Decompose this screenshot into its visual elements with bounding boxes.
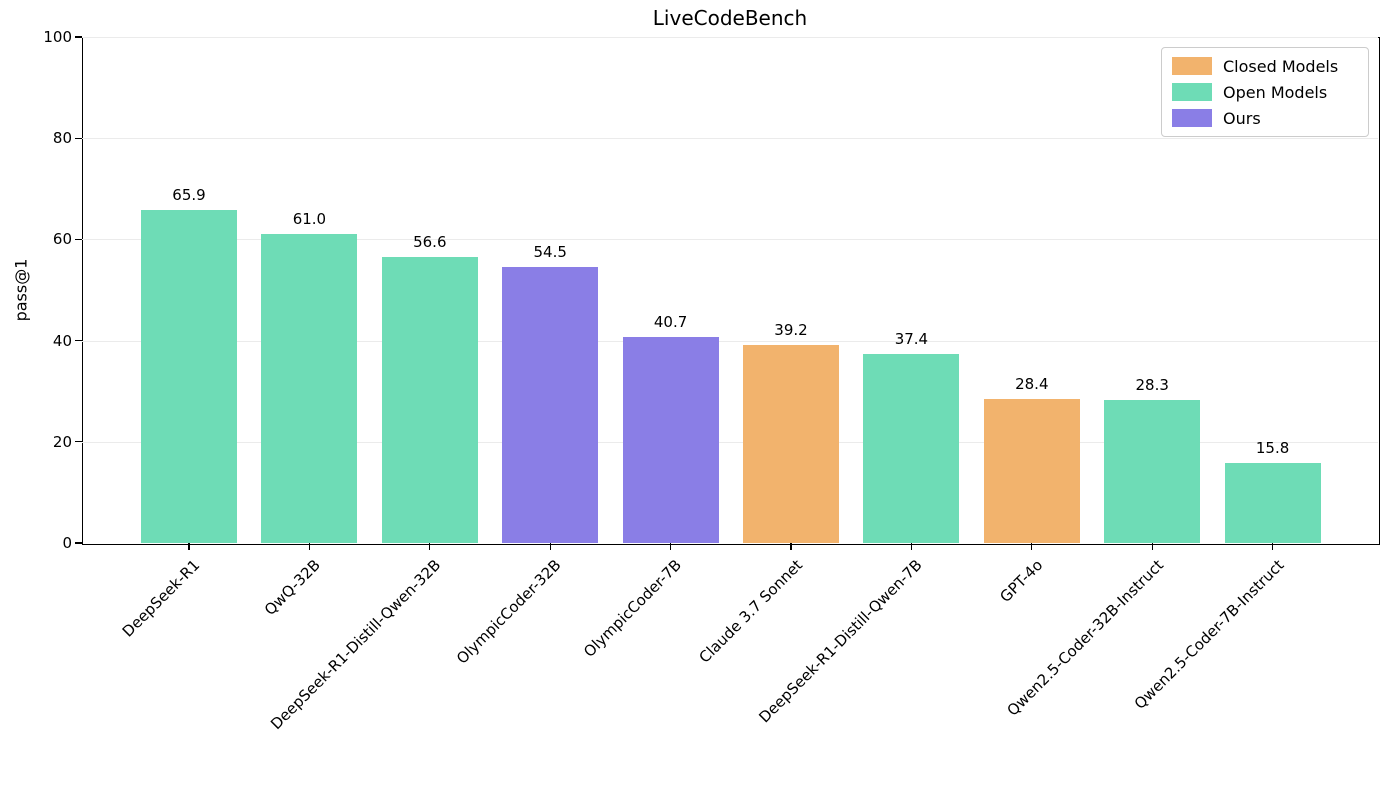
bar	[141, 209, 237, 543]
y-tick-mark	[75, 238, 82, 240]
bar-value-label: 54.5	[533, 243, 567, 262]
y-tick-mark	[75, 137, 82, 139]
x-tick-label: OlympicCoder-32B	[453, 556, 565, 668]
bar-value-label: 56.6	[413, 232, 447, 251]
bar	[983, 399, 1080, 543]
bar	[622, 337, 719, 543]
legend-entry: Ours	[1172, 109, 1358, 128]
bar-value-label: 15.8	[1255, 439, 1290, 458]
x-tick-label: Claude 3.7 Sonnet	[695, 556, 806, 667]
x-tick-label: QwQ-32B	[261, 556, 325, 619]
y-tick-mark	[75, 542, 82, 544]
bar	[863, 353, 960, 543]
bar	[381, 256, 478, 543]
gridline	[82, 138, 1378, 140]
legend-swatch-closed	[1172, 57, 1212, 75]
bar-value-label: 65.9	[172, 185, 206, 204]
x-tick-label: OlympicCoder-7B	[580, 556, 686, 661]
x-tick-label: GPT-4o	[996, 556, 1047, 606]
x-tick-mark	[910, 543, 912, 550]
bar	[261, 234, 358, 543]
x-tick-mark	[549, 543, 551, 550]
bar	[1224, 463, 1321, 543]
x-tick-mark	[308, 543, 310, 550]
y-tick-label: 80	[52, 129, 72, 148]
x-tick-mark	[1272, 543, 1274, 550]
legend-label: Open Models	[1223, 82, 1328, 102]
x-tick-mark	[1151, 543, 1153, 550]
x-tick-mark	[670, 543, 672, 550]
bar	[502, 267, 599, 543]
y-tick-label: 60	[52, 230, 72, 249]
y-tick-mark	[75, 36, 82, 38]
legend: Closed Models Open Models Ours	[1161, 47, 1369, 137]
legend-label: Closed Models	[1223, 56, 1339, 76]
x-tick-mark	[188, 543, 190, 550]
x-tick-mark	[790, 543, 792, 550]
legend-entry: Closed Models	[1172, 57, 1358, 76]
y-axis-label: pass@1	[11, 258, 31, 322]
x-tick-label: DeepSeek-R1	[119, 556, 204, 641]
gridline	[82, 441, 1378, 443]
legend-label: Ours	[1223, 108, 1261, 128]
legend-swatch-open	[1172, 83, 1212, 101]
y-tick-label: 0	[62, 534, 72, 552]
bar-value-label: 61.0	[292, 210, 327, 229]
chart-title: LiveCodeBench	[652, 6, 808, 30]
x-tick-mark	[429, 543, 431, 550]
y-tick-label: 100	[43, 28, 72, 46]
y-tick-label: 20	[52, 432, 72, 451]
bar	[743, 344, 839, 543]
bar-value-label: 39.2	[774, 320, 808, 339]
bar-value-label: 28.3	[1135, 375, 1169, 394]
gridline	[82, 37, 1378, 38]
bar-value-label: 37.4	[894, 329, 929, 348]
bar-value-label: 28.4	[1015, 375, 1049, 394]
legend-swatch-ours	[1172, 109, 1212, 127]
y-tick-label: 40	[52, 331, 72, 350]
x-tick-mark	[1031, 543, 1033, 550]
bar	[1104, 399, 1201, 543]
gridline	[82, 239, 1378, 241]
y-tick-mark	[75, 441, 82, 443]
y-tick-mark	[75, 340, 82, 342]
legend-entry: Open Models	[1172, 83, 1358, 102]
gridline	[82, 340, 1378, 342]
bar-value-label: 40.7	[653, 313, 688, 332]
